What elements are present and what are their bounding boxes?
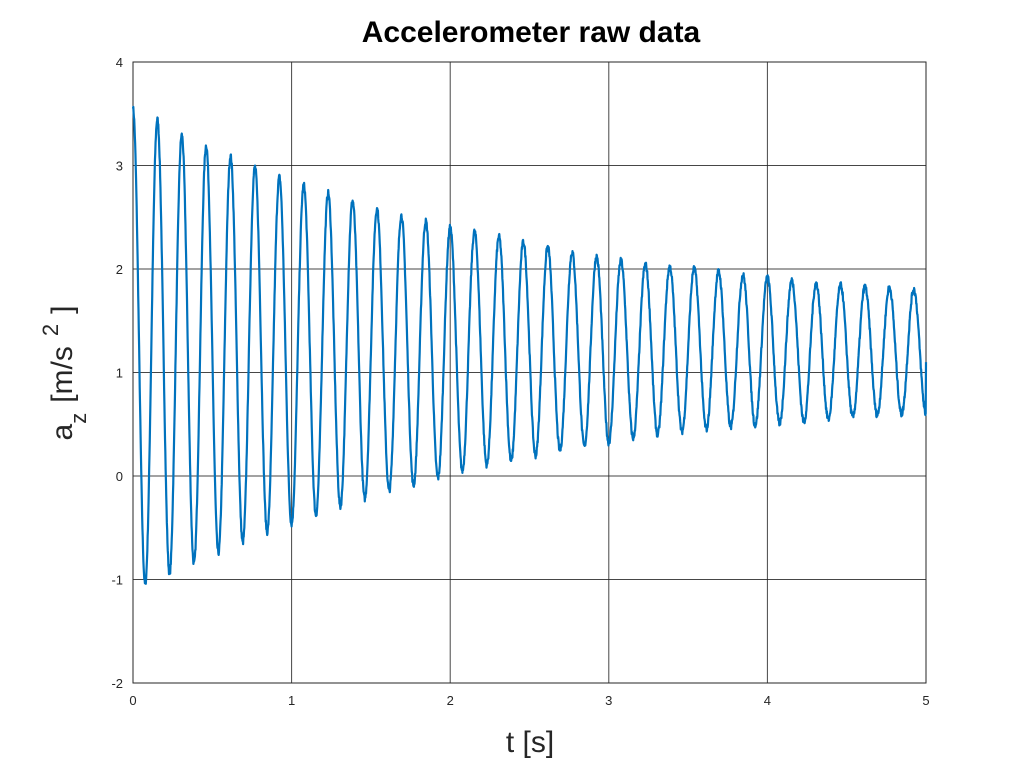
x-tick-label: 3 (605, 693, 612, 708)
y-tick-label: 2 (116, 262, 123, 277)
grid-lines (133, 62, 926, 683)
x-tick-label: 0 (129, 693, 136, 708)
x-tick-label: 2 (447, 693, 454, 708)
x-tick-label: 5 (922, 693, 929, 708)
y-tick-label: 1 (116, 366, 123, 381)
x-tick-label: 1 (288, 693, 295, 708)
x-tick-label: 4 (764, 693, 771, 708)
x-axis-label: t [s] (506, 726, 554, 759)
x-tick-labels: 0 1 2 3 4 5 (129, 693, 929, 708)
y-axis-label-close: ] (46, 306, 79, 314)
y-tick-label: 0 (116, 469, 123, 484)
y-axis-label-unit: [m/s (46, 346, 79, 403)
y-tick-label: -2 (111, 676, 123, 691)
y-tick-label: 3 (116, 159, 123, 174)
y-tick-labels: -2 -1 0 1 2 3 4 (111, 55, 123, 691)
y-tick-label: 4 (116, 55, 123, 70)
y-axis-label-superscript: 2 (38, 324, 63, 336)
y-axis-label-subscript: z (66, 413, 91, 424)
y-axis-label: az [m/s 2] (38, 306, 91, 441)
series-line (131, 105, 928, 585)
y-tick-label: -1 (111, 573, 123, 588)
svg-text:az[m/s2]: az [m/s 2] (38, 306, 91, 441)
y-axis-label-base: a (46, 423, 79, 440)
chart-title: Accelerometer raw data (362, 16, 701, 49)
